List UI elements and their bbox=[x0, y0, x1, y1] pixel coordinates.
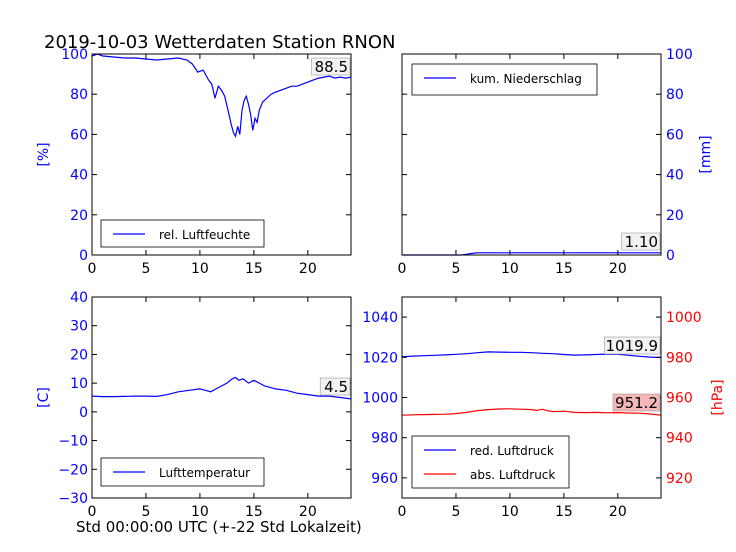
current-value-label: 1019.9 bbox=[606, 337, 659, 355]
plot-frame bbox=[401, 53, 662, 256]
x-tick-label: 20 bbox=[609, 504, 627, 520]
current-value-label-box bbox=[319, 377, 351, 396]
x-tick-label: 5 bbox=[451, 261, 460, 277]
current-value-label-box bbox=[311, 57, 351, 76]
chart-precipitation: 0 5 10 15 20 0 20 40 60 80 100 [mm] kum. Niederschla… bbox=[398, 47, 714, 277]
y-tick-label-right: 80 bbox=[666, 87, 684, 103]
x-tick-label: 5 bbox=[451, 504, 460, 520]
x-tick-label: 0 bbox=[398, 504, 407, 520]
plot-frame bbox=[91, 296, 352, 499]
y-tick-label: 0 bbox=[79, 248, 88, 264]
y-tick-label: 20 bbox=[70, 347, 88, 363]
y-tick-label: 1000 bbox=[362, 391, 398, 407]
y-tick-label: −20 bbox=[58, 462, 88, 478]
current-value-label: 1.10 bbox=[625, 233, 658, 251]
y-tick-label: 80 bbox=[70, 87, 88, 103]
x-tick-label: 5 bbox=[141, 504, 150, 520]
legend-label: kum. Niederschlag bbox=[470, 72, 582, 86]
x-tick-label: 10 bbox=[501, 504, 519, 520]
current-value-label: 4.5 bbox=[324, 378, 348, 396]
figure-title: 2019-10-03 Wetterdaten Station RNON bbox=[44, 32, 395, 53]
y-tick-label-right: 40 bbox=[666, 168, 684, 184]
y-tick-label-right: 1000 bbox=[666, 310, 702, 326]
x-tick-label: 5 bbox=[141, 261, 150, 277]
plot-frame bbox=[91, 53, 352, 256]
series-line-temperature-0 bbox=[91, 376, 352, 400]
y-tick-label: 40 bbox=[70, 168, 88, 184]
y-tick-label-right: 960 bbox=[666, 391, 693, 407]
chart-pressure: 0 5 10 15 20 960 980 1000 1020 1040 920 940 960 980 10… bbox=[362, 296, 726, 520]
y-axis-label: [mm] bbox=[698, 135, 714, 173]
y-axis-label: [hPa] bbox=[710, 379, 726, 415]
current-value-label-right: 951.2 bbox=[615, 394, 658, 412]
x-tick-label: 15 bbox=[245, 504, 263, 520]
x-tick-label: 10 bbox=[191, 504, 209, 520]
x-tick-label: 15 bbox=[245, 261, 263, 277]
y-tick-label: 1040 bbox=[362, 310, 398, 326]
series-line-pressure-1 bbox=[401, 408, 662, 416]
y-tick-label-right: 0 bbox=[666, 248, 675, 264]
series-line-humidity-0 bbox=[91, 53, 352, 139]
y-tick-label: 980 bbox=[371, 431, 398, 447]
y-tick-label: 960 bbox=[371, 471, 398, 487]
x-tick-label: 15 bbox=[555, 504, 573, 520]
y-tick-label-right: 20 bbox=[666, 208, 684, 224]
legend-box bbox=[411, 435, 570, 489]
legend-label: rel. Luftfeuchte bbox=[159, 228, 250, 242]
legend-label: abs. Luftdruck bbox=[470, 468, 555, 482]
current-value-label-right-box bbox=[612, 393, 661, 412]
x-tick-label: 0 bbox=[88, 504, 97, 520]
legend-label: Lufttemperatur bbox=[159, 466, 250, 480]
y-tick-label: 1020 bbox=[362, 350, 398, 366]
y-tick-label: 30 bbox=[70, 319, 88, 335]
x-tick-label: 10 bbox=[191, 261, 209, 277]
x-tick-label: 10 bbox=[501, 261, 519, 277]
current-value-label-box bbox=[604, 336, 661, 355]
y-tick-label-right: 60 bbox=[666, 127, 684, 143]
chart-temperature: 0 5 10 15 20 −30 −20 −10 0 10 20 30 40 [C] Lufttempera… bbox=[36, 290, 352, 520]
y-axis-label: [C] bbox=[36, 387, 52, 408]
y-axis-label: [%] bbox=[36, 142, 52, 166]
x-tick-label: 20 bbox=[299, 261, 317, 277]
y-tick-label: 60 bbox=[70, 127, 88, 143]
y-tick-label: 20 bbox=[70, 208, 88, 224]
legend-box bbox=[411, 63, 598, 96]
x-tick-label: 20 bbox=[299, 504, 317, 520]
y-tick-label: 100 bbox=[61, 47, 88, 63]
x-tick-label: 0 bbox=[88, 261, 97, 277]
y-tick-label: 40 bbox=[70, 290, 88, 306]
legend-label: red. Luftdruck bbox=[470, 444, 554, 458]
y-tick-label: −30 bbox=[58, 491, 88, 507]
current-value-label-box bbox=[621, 232, 661, 251]
x-tick-label: 0 bbox=[398, 261, 407, 277]
chart-humidity: 0 5 10 15 20 0 20 40 60 80 100 [%] rel. Luftfeuchte 8… bbox=[36, 47, 352, 277]
x-tick-label: 20 bbox=[609, 261, 627, 277]
y-tick-label-right: 940 bbox=[666, 431, 693, 447]
y-tick-label: −10 bbox=[58, 434, 88, 450]
y-tick-label-right: 920 bbox=[666, 471, 693, 487]
current-value-label: 88.5 bbox=[315, 58, 348, 76]
x-axis-footer-label: Std 00:00:00 UTC (+-22 Std Lokalzeit) bbox=[76, 518, 362, 536]
y-tick-label-right: 100 bbox=[666, 47, 693, 63]
y-tick-label: 10 bbox=[70, 376, 88, 392]
x-tick-label: 15 bbox=[555, 261, 573, 277]
y-tick-label: 0 bbox=[79, 405, 88, 421]
y-tick-label-right: 980 bbox=[666, 350, 693, 366]
